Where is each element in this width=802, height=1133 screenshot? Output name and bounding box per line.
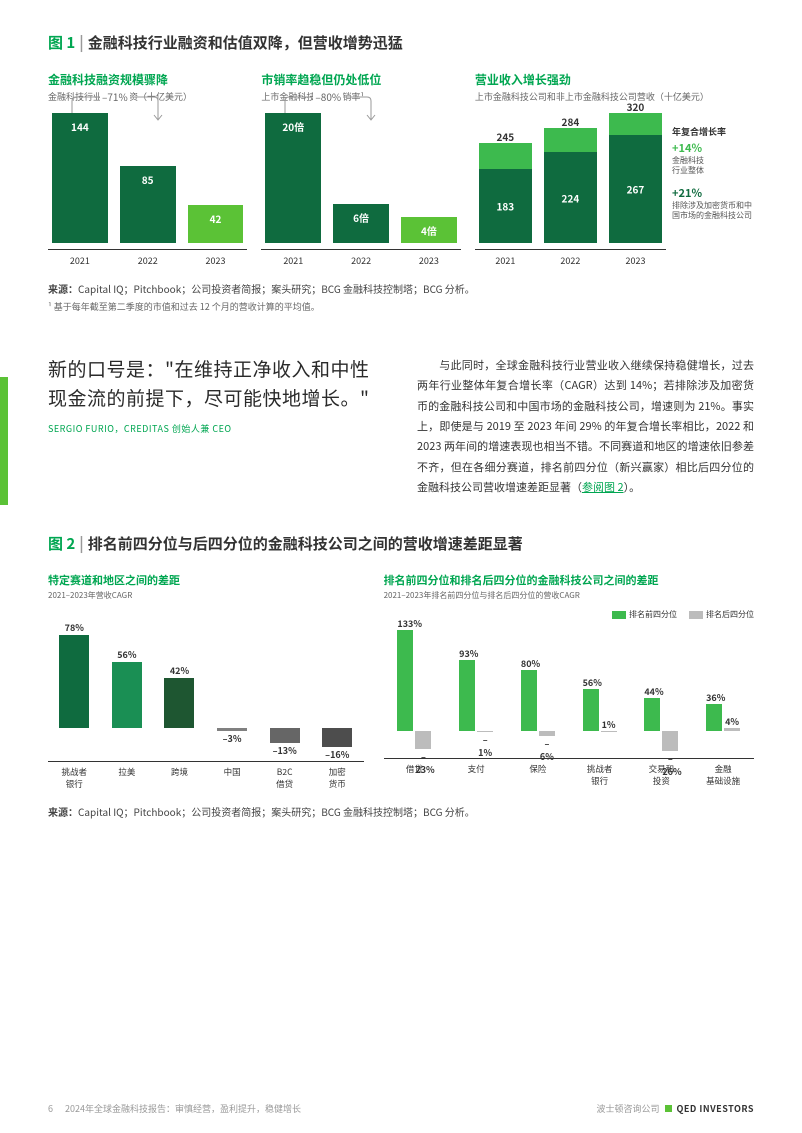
- fig2-left-panel: 特定赛道和地区之间的差距 2021–2023年营收CAGR 78%56%42%–…: [48, 572, 364, 790]
- cagr-title: 年复合增长率: [672, 125, 754, 138]
- fig2-title: 图 2|排名前四分位与后四分位的金融科技公司之间的营收增速差距显著: [48, 533, 754, 554]
- qed-icon: [665, 1105, 672, 1112]
- fig2-source: 来源：Capital IQ；Pitchbook；公司投资者简报；案头研究；BCG…: [48, 804, 754, 819]
- fig2-right-panel: 排名前四分位和排名后四分位的金融科技公司之间的差距 2021–2023年排名前四…: [384, 572, 754, 790]
- fig1-source-text: Capital IQ；Pitchbook；公司投资者简报；案头研究；BCG 金融…: [78, 281, 475, 296]
- fig1-title-text: 金融科技行业融资和估值双降，但营收增势迅猛: [88, 32, 403, 53]
- fig2-left-sub: 2021–2023年营收CAGR: [48, 590, 364, 601]
- doc-title: 2024年全球金融科技报告：审慎经营，盈利提升，稳健增长: [65, 1102, 301, 1115]
- page-footer: 6 2024年全球金融科技报告：审慎经营，盈利提升，稳健增长 波士顿咨询公司 Q…: [48, 1102, 754, 1115]
- fig2-right-bars: 133%–23%93%–1%80%–6%56%1%44%–26%36%4%: [384, 624, 754, 754]
- panel3-cagr: 年复合增长率 +14%金融科技 行业整体+21%排除涉及加密货币和中国市场的金融…: [672, 113, 754, 267]
- text-block: 新的口号是："在维持正净收入和中性现金流的前提下，尽可能快地增长。" SERGI…: [48, 355, 754, 497]
- fig2-left-xlabels: 挑战者 银行拉美跨境中国B2C 借贷加密 货币: [48, 761, 364, 790]
- panel1-bars: –71% 1448542: [48, 113, 247, 243]
- fig1-title: 图 1|金融科技行业融资和估值双降，但营收增势迅猛: [48, 32, 754, 53]
- quote-attribution: SERGIO FURIO，CREDITAS 创始人兼 CEO: [48, 422, 385, 435]
- fig2-right-heading: 排名前四分位和排名后四分位的金融科技公司之间的差距: [384, 572, 659, 588]
- footer-qed-text: QED INVESTORS: [676, 1102, 754, 1115]
- pull-quote: 新的口号是："在维持正净收入和中性现金流的前提下，尽可能快地增长。": [48, 355, 385, 412]
- fig2-title-text: 排名前四分位与后四分位的金融科技公司之间的营收增速差距显著: [88, 533, 523, 554]
- see-fig2-link[interactable]: 参阅图 2: [582, 479, 624, 495]
- fig2-left-bars: 78%56%42%–3%–13%–16%: [48, 609, 364, 757]
- panel3-heading: 营业收入增长强劲: [475, 71, 754, 88]
- fig2-source-label: 来源：: [48, 804, 78, 819]
- page-number: 6: [48, 1102, 53, 1115]
- fig2-source-text: Capital IQ；Pitchbook；公司投资者简报；案头研究；BCG 金融…: [78, 804, 475, 819]
- panel2-heading: 市销率趋稳但仍处低位: [261, 71, 460, 88]
- fig1-panel-psratio: 市销率趋稳但仍处低位 上市金融科技公司市销率¹ –80% 20倍6倍4倍 202…: [261, 71, 460, 267]
- panel1-drop-pct: –71%: [100, 89, 130, 104]
- quote-accent-bar: [0, 377, 8, 505]
- panel2-bars: –80% 20倍6倍4倍: [261, 113, 460, 243]
- fig1-panel-revenue: 营业收入增长强劲 上市金融科技公司和非上市金融科技公司营收（十亿美元） 2451…: [475, 71, 754, 267]
- panel3-bars: 245183284224320267: [475, 113, 666, 243]
- fig2-right-sub: 2021–2023年排名前四分位与排名后四分位的营收CAGR: [384, 590, 659, 601]
- panel3-xlabels: 202120222023: [475, 249, 666, 267]
- fig2-right-xlabels: 借贷支付保险挑战者 银行交易和 投资金融 基础设施: [384, 758, 754, 787]
- footer-bcg: 波士顿咨询公司: [596, 1102, 659, 1115]
- fig1-source: 来源：Capital IQ；Pitchbook；公司投资者简报；案头研究；BCG…: [48, 281, 754, 296]
- panel2-xlabels: 202120222023: [261, 249, 460, 267]
- footer-qed: QED INVESTORS: [665, 1102, 754, 1115]
- fig1-source-label: 来源：: [48, 281, 78, 296]
- body-paragraph: 与此同时，全球金融科技行业营业收入继续保持稳健增长，过去两年行业整体年复合增长率…: [417, 355, 754, 497]
- body-text-post: ）。: [624, 479, 641, 495]
- fig2-left-heading: 特定赛道和地区之间的差距: [48, 572, 364, 588]
- body-text-pre: 与此同时，全球金融科技行业营业收入继续保持稳健增长，过去两年行业整体年复合增长率…: [417, 357, 754, 495]
- panel1-heading: 金融科技融资规模骤降: [48, 71, 247, 88]
- panel1-xlabels: 202120222023: [48, 249, 247, 267]
- fig2-right-legend: 排名前四分位排名后四分位: [384, 609, 754, 620]
- fig1-footnote: ¹ 基于每年截至第二季度的市值和过去 12 个月的营收计算的平均值。: [48, 300, 754, 313]
- fig1-panel-funding: 金融科技融资规模骤降 金融科技行业股权融资（十亿美元） –71% 1448542…: [48, 71, 247, 267]
- fig1-num: 图 1: [48, 32, 75, 53]
- fig2-num: 图 2: [48, 533, 75, 554]
- panel2-drop-pct: –80%: [313, 89, 343, 104]
